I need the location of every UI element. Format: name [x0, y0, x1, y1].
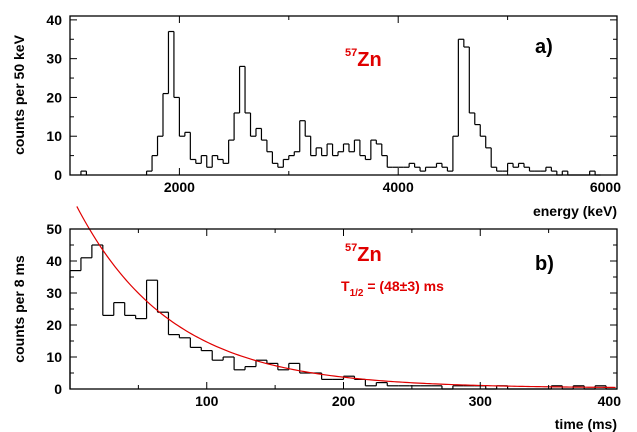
panel-b: 100 200 300 400 0 10 20 30 40 50 time (ms) counts…: [11, 206, 621, 432]
y-tick-label: 40: [46, 253, 62, 269]
halflife-value: = (48±3) ms: [363, 278, 444, 294]
panel-b-isotope-symbol: Zn: [357, 244, 381, 266]
panel-b-ylabel: counts per 8 ms: [11, 255, 27, 363]
y-tick-label: 40: [46, 12, 62, 28]
y-tick-label: 30: [46, 285, 62, 301]
panel-b-halflife: T1/2 = (48±3) ms: [341, 278, 444, 299]
panel-b-isotope: 57Zn: [345, 242, 382, 266]
y-tick-label: 50: [46, 221, 62, 237]
panel-a-ylabel: counts per 50 keV: [11, 34, 27, 154]
halflife-symbol: T: [341, 278, 350, 294]
y-tick-label: 0: [54, 167, 62, 183]
x-tick-label: 200: [332, 393, 356, 409]
panel-b-ticks: 100 200 300 400 0 10 20 30 40 50: [46, 221, 621, 409]
panel-a-histogram: [80, 30, 601, 176]
panel-a-xlabel: energy (keV): [533, 203, 617, 219]
y-tick-label: 10: [46, 128, 62, 144]
y-tick-label: 30: [46, 51, 62, 67]
panel-b-label: b): [535, 253, 554, 275]
y-tick-label: 20: [46, 317, 62, 333]
panel-b-fit-curve: [76, 206, 616, 389]
panel-a-ticks: 2000 4000 6000 0 10 20 30 40: [46, 12, 621, 195]
panel-a: 2000 4000 6000 0 10 20 30 40 energy (keV) count…: [11, 12, 621, 219]
panel-b-xlabel: time (ms): [555, 416, 617, 432]
x-tick-label: 300: [469, 393, 493, 409]
panel-a-isotope: 57Zn: [345, 47, 382, 71]
panel-b-isotope-mass: 57: [345, 242, 357, 254]
halflife-subscript: 1/2: [350, 288, 364, 299]
x-tick-label: 400: [598, 393, 622, 409]
x-tick-label: 2000: [164, 179, 195, 195]
x-tick-label: 100: [195, 393, 219, 409]
x-tick-label: 6000: [590, 179, 621, 195]
panel-a-frame: [69, 15, 618, 176]
y-tick-label: 0: [54, 381, 62, 397]
y-tick-label: 10: [46, 349, 62, 365]
panel-a-label: a): [535, 36, 553, 58]
panel-a-isotope-symbol: Zn: [357, 49, 381, 71]
x-tick-label: 4000: [383, 179, 414, 195]
y-tick-label: 20: [46, 89, 62, 105]
panel-a-isotope-mass: 57: [345, 47, 357, 59]
